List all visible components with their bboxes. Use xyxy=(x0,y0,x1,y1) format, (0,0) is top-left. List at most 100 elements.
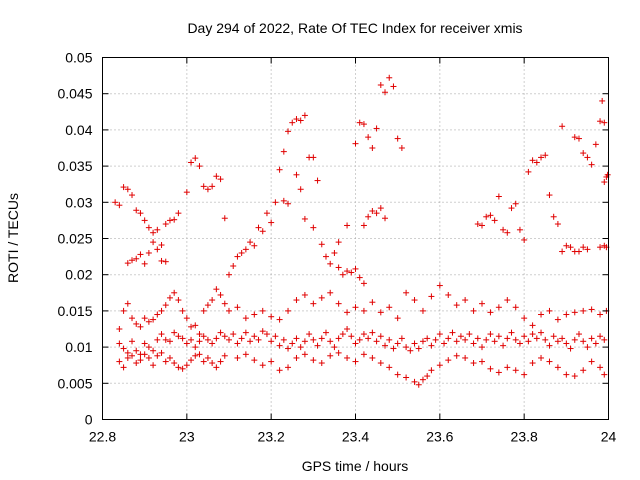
data-point xyxy=(398,145,405,151)
data-point xyxy=(386,304,393,311)
data-point xyxy=(310,357,317,364)
data-point xyxy=(483,213,490,220)
data-point xyxy=(377,360,384,367)
data-point xyxy=(592,141,599,148)
data-point xyxy=(137,323,144,330)
data-point xyxy=(457,333,464,340)
data-point xyxy=(483,336,490,343)
data-point xyxy=(230,263,237,270)
data-point xyxy=(259,362,266,369)
y-tick-label: 0.005 xyxy=(57,375,92,391)
data-point xyxy=(403,374,410,381)
data-point xyxy=(213,173,220,180)
data-point xyxy=(183,340,190,347)
y-tick-label: 0.02 xyxy=(65,267,92,283)
data-point xyxy=(512,336,519,343)
data-point xyxy=(154,336,161,343)
data-point xyxy=(407,347,414,354)
data-point xyxy=(352,340,359,347)
data-point xyxy=(209,360,216,367)
data-point xyxy=(158,257,165,264)
data-point xyxy=(276,316,283,323)
data-point xyxy=(276,166,283,173)
data-point xyxy=(373,125,380,132)
x-tick-label: 23 xyxy=(179,429,195,445)
data-point xyxy=(559,123,566,130)
data-point xyxy=(487,309,494,316)
data-point xyxy=(141,340,148,347)
data-point xyxy=(289,340,296,347)
data-point xyxy=(276,367,283,374)
data-point xyxy=(129,338,136,345)
data-point xyxy=(449,329,456,336)
data-point xyxy=(192,322,199,329)
data-point xyxy=(154,226,161,233)
data-point xyxy=(377,205,384,212)
data-point xyxy=(150,362,157,369)
data-point xyxy=(217,176,224,183)
data-point xyxy=(301,338,308,345)
data-point xyxy=(322,329,329,336)
data-point xyxy=(571,309,578,316)
data-point xyxy=(419,376,426,383)
data-point xyxy=(179,307,186,314)
data-point xyxy=(571,134,578,141)
data-point xyxy=(597,118,604,125)
data-point xyxy=(546,192,553,199)
data-point xyxy=(580,244,587,251)
data-point xyxy=(500,342,507,349)
data-point xyxy=(221,300,228,307)
data-point xyxy=(188,323,195,330)
data-point xyxy=(521,315,528,322)
data-point xyxy=(314,342,321,349)
data-point xyxy=(141,217,148,224)
data-point xyxy=(571,248,578,255)
data-point xyxy=(584,246,591,253)
data-point xyxy=(335,264,342,271)
data-point xyxy=(546,342,553,349)
data-point xyxy=(554,316,561,323)
data-point xyxy=(285,345,292,352)
data-point xyxy=(327,338,334,345)
data-point xyxy=(411,340,418,347)
data-point xyxy=(601,119,608,126)
data-point xyxy=(525,168,532,175)
data-point xyxy=(268,338,275,345)
data-point xyxy=(272,333,279,340)
data-point xyxy=(179,335,186,342)
data-point xyxy=(166,217,173,224)
data-point xyxy=(183,362,190,369)
data-point xyxy=(213,364,220,371)
data-point xyxy=(150,229,157,236)
data-point xyxy=(192,344,199,351)
data-point xyxy=(462,336,469,343)
data-point xyxy=(162,258,169,265)
data-point xyxy=(604,171,611,178)
data-point xyxy=(234,354,241,361)
data-point xyxy=(166,338,173,345)
data-point xyxy=(145,344,152,351)
data-point xyxy=(588,306,595,313)
data-point xyxy=(112,199,119,206)
data-point xyxy=(504,335,511,342)
data-point xyxy=(432,336,439,343)
data-point xyxy=(352,140,359,147)
data-point xyxy=(360,121,367,128)
data-point xyxy=(479,344,485,351)
data-point xyxy=(221,215,228,222)
data-point xyxy=(512,367,519,374)
data-point xyxy=(575,331,582,338)
data-point xyxy=(327,260,334,267)
data-point xyxy=(398,335,405,342)
data-point xyxy=(411,297,418,304)
data-point xyxy=(390,345,397,352)
data-point xyxy=(453,338,460,345)
data-point xyxy=(188,159,195,166)
data-point xyxy=(137,210,144,217)
data-point xyxy=(124,349,131,356)
data-point xyxy=(217,329,224,336)
data-point xyxy=(487,331,494,338)
data-point xyxy=(377,82,384,89)
data-point xyxy=(479,300,485,307)
